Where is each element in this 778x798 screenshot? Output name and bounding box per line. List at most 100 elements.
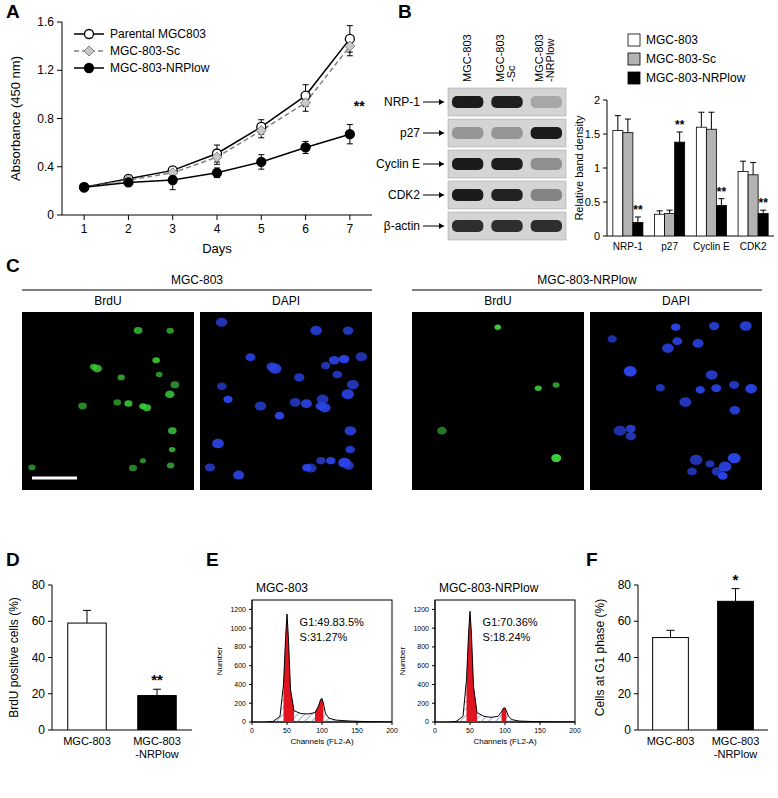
x-tick-label: 100 [316, 727, 328, 734]
blot-band [452, 96, 483, 108]
panel-label: A [6, 1, 20, 22]
marker [301, 143, 310, 152]
legend-label: MGC-803-Sc [110, 44, 180, 58]
dapi-nucleus [321, 362, 330, 369]
blot-band [531, 96, 562, 108]
y-tick [603, 168, 607, 169]
x-tick-label: NRP-1 [613, 241, 643, 252]
x-tick-label: MGC-803-NRPlow [133, 735, 181, 760]
plot-area [79, 26, 355, 193]
legend-swatch [628, 53, 640, 65]
legend-marker [85, 64, 94, 73]
panel-label: F [586, 549, 598, 570]
bar [613, 131, 623, 236]
error-cap [303, 153, 309, 154]
plot-frame [252, 600, 392, 722]
y-tick-label: 1.6 [37, 15, 54, 29]
dapi-nucleus [711, 384, 721, 392]
error-cap [750, 162, 756, 163]
error-cap [657, 210, 663, 211]
significance: ** [758, 196, 768, 210]
error-bar [637, 217, 638, 222]
y-axis-label: BrdU positive cells (%) [7, 597, 21, 718]
line [84, 134, 350, 187]
y-tick-label: 60 [618, 614, 632, 628]
blot-band [491, 127, 522, 139]
marker [345, 130, 354, 139]
x-tick [357, 722, 358, 725]
x-tick-label: Cyclin E [693, 241, 730, 252]
plot-title: MGC-803 [256, 581, 308, 595]
error-cap [708, 112, 714, 113]
x-tick [217, 215, 218, 220]
error-bar [87, 610, 88, 623]
panel-label: D [6, 549, 20, 570]
blot-band [491, 189, 522, 201]
error-cap [303, 84, 309, 85]
legend-label: Parental MGC803 [110, 27, 206, 41]
panel-label: E [206, 549, 219, 570]
marker [345, 41, 355, 51]
dapi-nucleus [729, 381, 739, 389]
arrow-head [439, 192, 444, 198]
x-tick [392, 722, 393, 725]
group-title: MGC-803 [171, 273, 223, 287]
legend-label: MGC-803-Sc [646, 52, 716, 66]
bar [748, 175, 758, 236]
histogram-line [449, 611, 575, 722]
dapi-nucleus [693, 339, 704, 348]
figure: ABCDEF00.40.81.21.61234567Absorbance (45… [0, 0, 778, 798]
error-cap [303, 111, 309, 112]
y-tick-label: 1.5 [585, 128, 600, 140]
x-tick-label: 0 [250, 727, 254, 734]
dapi-nucleus [705, 460, 714, 467]
x-tick [322, 722, 323, 725]
dapi-nucleus [718, 472, 728, 480]
y-tick-label: 0 [242, 718, 246, 725]
arrow-head [439, 161, 444, 167]
panel-label: B [398, 1, 412, 22]
error-bar [617, 116, 618, 131]
dapi-nucleus [662, 344, 674, 353]
dapi-nucleus [290, 398, 301, 407]
x-axis-label: Channels (FL2-A) [290, 737, 353, 746]
error-bar [701, 112, 702, 127]
annotation: G1:70.36% [483, 616, 538, 628]
x-tick [84, 215, 85, 220]
line [84, 39, 350, 187]
y-tick [432, 646, 435, 647]
dapi-nucleus [246, 353, 256, 361]
dapi-nucleus [223, 396, 232, 403]
blot-strip [448, 181, 566, 209]
y-tick [432, 703, 435, 704]
significance: ** [151, 671, 163, 688]
y-tick [634, 585, 638, 586]
y-tick-label: 600 [234, 662, 246, 669]
brdu-nucleus [166, 328, 173, 334]
dapi-nucleus [624, 366, 637, 376]
error-cap [83, 610, 91, 611]
marker [301, 98, 311, 108]
blot-band [452, 220, 483, 232]
y-tick-label: 1000 [230, 625, 246, 632]
channel-label: BrdU [94, 294, 121, 308]
plot-frame [435, 600, 575, 722]
x-tick [252, 722, 253, 725]
y-tick [249, 609, 252, 610]
y-tick-label: 0 [624, 723, 631, 737]
x-tick-label: p27 [661, 241, 678, 252]
x-tick [128, 215, 129, 220]
brdu-nucleus [142, 404, 151, 411]
error-cap [347, 124, 353, 125]
brdu-nucleus [28, 465, 35, 471]
error-cap [258, 137, 264, 138]
dapi-nucleus [614, 426, 627, 436]
blot-band [531, 189, 562, 201]
error-bar [753, 163, 754, 175]
dapi-nucleus [345, 446, 354, 454]
y-tick-label: 0 [594, 230, 600, 242]
x-tick [349, 215, 350, 220]
area-fill [449, 611, 575, 722]
dapi-nucleus [608, 335, 617, 342]
channel-label: DAPI [272, 294, 300, 308]
